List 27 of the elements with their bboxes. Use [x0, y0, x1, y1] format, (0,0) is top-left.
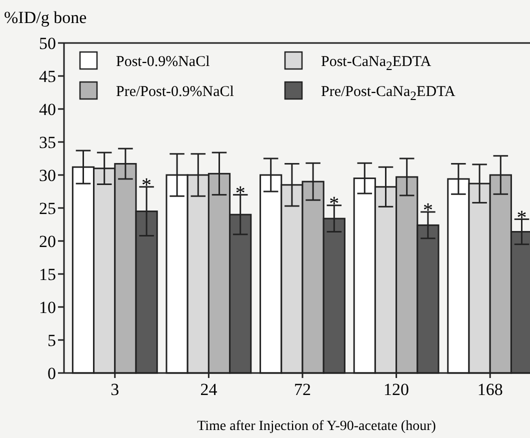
y-axis-title: %ID/g bone	[4, 8, 87, 27]
y-tick-label: 30	[39, 166, 56, 185]
legend-label: Pre/Post-0.9%NaCl	[116, 84, 234, 100]
legend-label: Post-0.9%NaCl	[116, 54, 210, 70]
annotation: *	[516, 206, 527, 229]
y-tick-label: 50	[39, 34, 56, 53]
annotation: *	[329, 193, 340, 216]
y-tick-label: 35	[39, 132, 56, 152]
x-tick-label: 120	[384, 380, 410, 399]
x-tick-label: 72	[294, 380, 311, 399]
y-tick-label: 15	[39, 264, 56, 284]
y-tick-label: 20	[39, 232, 56, 251]
y-tick-label: 40	[39, 100, 56, 119]
y-tick-label: 0	[48, 364, 56, 383]
x-tick-label: 24	[200, 380, 218, 399]
y-tick-label: 45	[39, 66, 56, 86]
annotation: *	[142, 174, 152, 197]
y-tick-label: 10	[39, 298, 56, 317]
y-tick-label: 5	[48, 330, 56, 350]
legend-label: Post-CaNa$_{2}$EDTA	[321, 54, 432, 73]
annotation: *	[422, 200, 433, 222]
annotation: *	[235, 182, 246, 205]
x-tick-label: 168	[477, 380, 503, 399]
x-axis-title: Time after Injection of Y-90-acetate (hour)	[197, 419, 436, 434]
x-tick-label: 3	[110, 380, 120, 399]
y-tick-label: 25	[39, 198, 56, 218]
legend-label: Pre/Post-CaNa$_{2}$EDTA	[321, 84, 456, 103]
